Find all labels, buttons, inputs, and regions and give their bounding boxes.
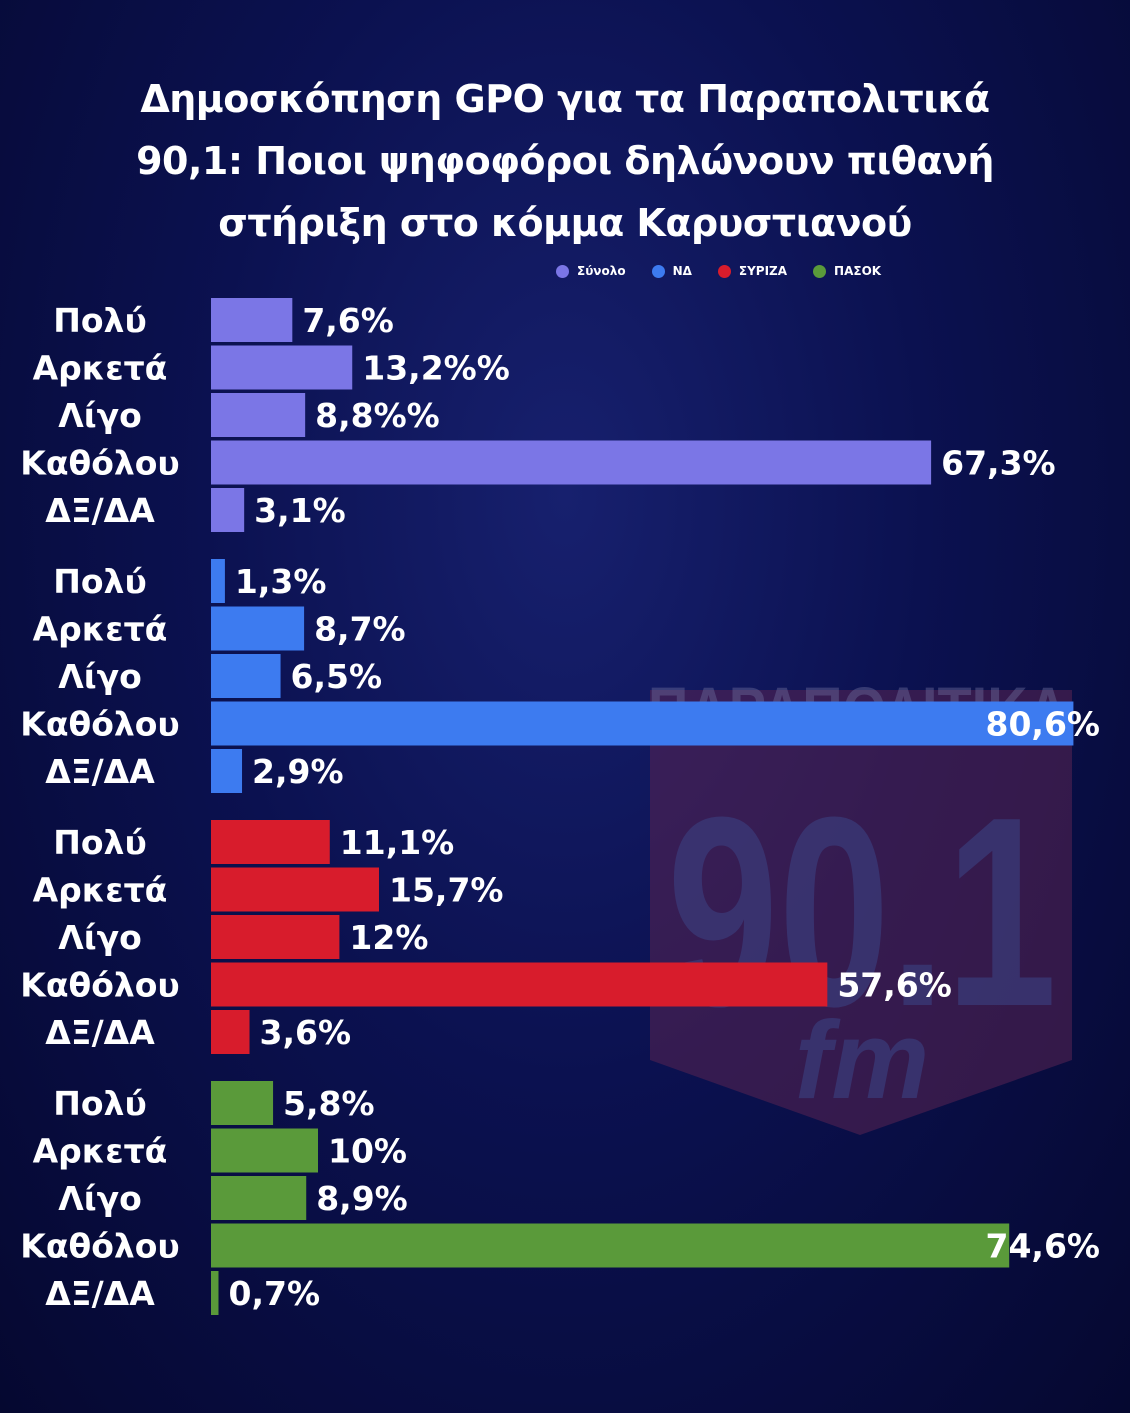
legend: Σύνολο ΝΔ ΣΥΡΙΖΑ ΠΑΣΟΚ — [556, 262, 907, 280]
category-label-nd-1: Αρκετά — [33, 610, 168, 649]
category-label-syriza-1: Αρκετά — [33, 871, 168, 910]
value-label-syriza-0: 11,1% — [340, 823, 455, 862]
bar-nd-3 — [211, 701, 1074, 746]
legend-swatch-syriza — [717, 264, 731, 278]
category-label-total-1: Αρκετά — [33, 349, 168, 388]
category-label-pasok-4: ΔΞ/ΔΑ — [45, 1274, 155, 1313]
value-label-syriza-2: 12% — [349, 918, 428, 957]
legend-label-syriza: ΣΥΡΙΖΑ — [738, 264, 788, 278]
chart-title-line-3: στήριξη στο κόμμα Καρυστιανού — [218, 201, 912, 245]
bar-total-3 — [211, 440, 932, 485]
value-label-total-1: 13,2%% — [362, 349, 510, 388]
category-label-total-4: ΔΞ/ΔΑ — [45, 491, 155, 530]
category-label-syriza-0: Πολύ — [53, 823, 146, 862]
value-label-pasok-1: 10% — [328, 1132, 407, 1171]
value-label-nd-3: 80,6% — [986, 705, 1101, 744]
legend-label-nd: ΝΔ — [672, 264, 692, 278]
bar-syriza-2 — [211, 915, 340, 959]
value-label-total-3: 67,3% — [941, 444, 1056, 483]
category-label-pasok-1: Αρκετά — [33, 1132, 168, 1171]
category-label-syriza-2: Λίγο — [58, 918, 142, 957]
category-label-nd-4: ΔΞ/ΔΑ — [45, 752, 155, 791]
category-label-total-2: Λίγο — [58, 396, 142, 435]
legend-label-total: Σύνολο — [577, 264, 626, 278]
value-label-syriza-4: 3,6% — [260, 1013, 352, 1052]
chart-title-line-1: Δημοσκόπηση GPO για τα Παραπολιτικά — [140, 77, 990, 121]
category-label-pasok-3: Καθόλου — [20, 1227, 179, 1266]
category-label-nd-0: Πολύ — [53, 562, 146, 601]
value-label-total-4: 3,1% — [254, 491, 346, 530]
value-label-nd-0: 1,3% — [235, 562, 327, 601]
value-label-pasok-2: 8,9% — [316, 1179, 408, 1218]
bar-syriza-1 — [211, 867, 379, 912]
bar-nd-4 — [211, 749, 243, 793]
bar-total-4 — [211, 488, 245, 532]
legend-swatch-total — [556, 264, 569, 278]
chart-title-line-2: 90,1: Ποιοι ψηφοφόροι δηλώνουν πιθανή — [136, 139, 994, 183]
chart-title: Δημοσκόπηση GPO για τα Παραπολιτικά 90,1… — [0, 68, 1130, 254]
legend-label-pasok: ΠΑΣΟΚ — [834, 264, 882, 278]
bar-total-0 — [211, 298, 293, 342]
bar-nd-1 — [211, 606, 305, 651]
bar-syriza-3 — [211, 962, 828, 1007]
bar-nd-0 — [211, 559, 225, 603]
value-label-pasok-4: 0,7% — [228, 1274, 320, 1313]
bar-pasok-3 — [211, 1223, 1010, 1268]
value-label-nd-1: 8,7% — [314, 610, 406, 649]
category-label-total-0: Πολύ — [53, 301, 146, 340]
category-label-syriza-4: ΔΞ/ΔΑ — [45, 1013, 155, 1052]
legend-item-total: Σύνολο — [556, 264, 626, 278]
bar-syriza-4 — [211, 1010, 250, 1054]
bar-nd-2 — [211, 654, 281, 698]
value-label-total-2: 8,8%% — [315, 396, 440, 435]
bar-pasok-1 — [211, 1128, 318, 1173]
legend-item-pasok: ΠΑΣΟΚ — [813, 264, 881, 278]
legend-swatch-pasok — [813, 264, 827, 278]
legend-swatch-nd — [651, 264, 665, 278]
category-label-nd-2: Λίγο — [58, 657, 142, 696]
value-label-total-0: 7,6% — [302, 301, 394, 340]
value-label-syriza-3: 57,6% — [837, 966, 952, 1005]
value-label-pasok-0: 5,8% — [283, 1084, 375, 1123]
category-label-total-3: Καθόλου — [20, 444, 179, 483]
bar-pasok-0 — [211, 1081, 274, 1125]
category-label-pasok-2: Λίγο — [58, 1179, 142, 1218]
legend-item-nd: ΝΔ — [651, 264, 692, 278]
value-label-pasok-3: 74,6% — [986, 1227, 1101, 1266]
value-label-nd-4: 2,9% — [252, 752, 344, 791]
bar-pasok-4 — [211, 1271, 219, 1315]
category-label-pasok-0: Πολύ — [53, 1084, 146, 1123]
legend-item-syriza: ΣΥΡΙΖΑ — [717, 264, 788, 278]
bar-total-2 — [211, 393, 306, 437]
value-label-syriza-1: 15,7% — [389, 871, 504, 910]
bar-pasok-2 — [211, 1176, 307, 1220]
bar-total-1 — [211, 345, 353, 390]
category-label-nd-3: Καθόλου — [20, 705, 179, 744]
bar-syriza-0 — [211, 820, 330, 864]
category-label-syriza-3: Καθόλου — [20, 966, 179, 1005]
value-label-nd-2: 6,5% — [291, 657, 383, 696]
